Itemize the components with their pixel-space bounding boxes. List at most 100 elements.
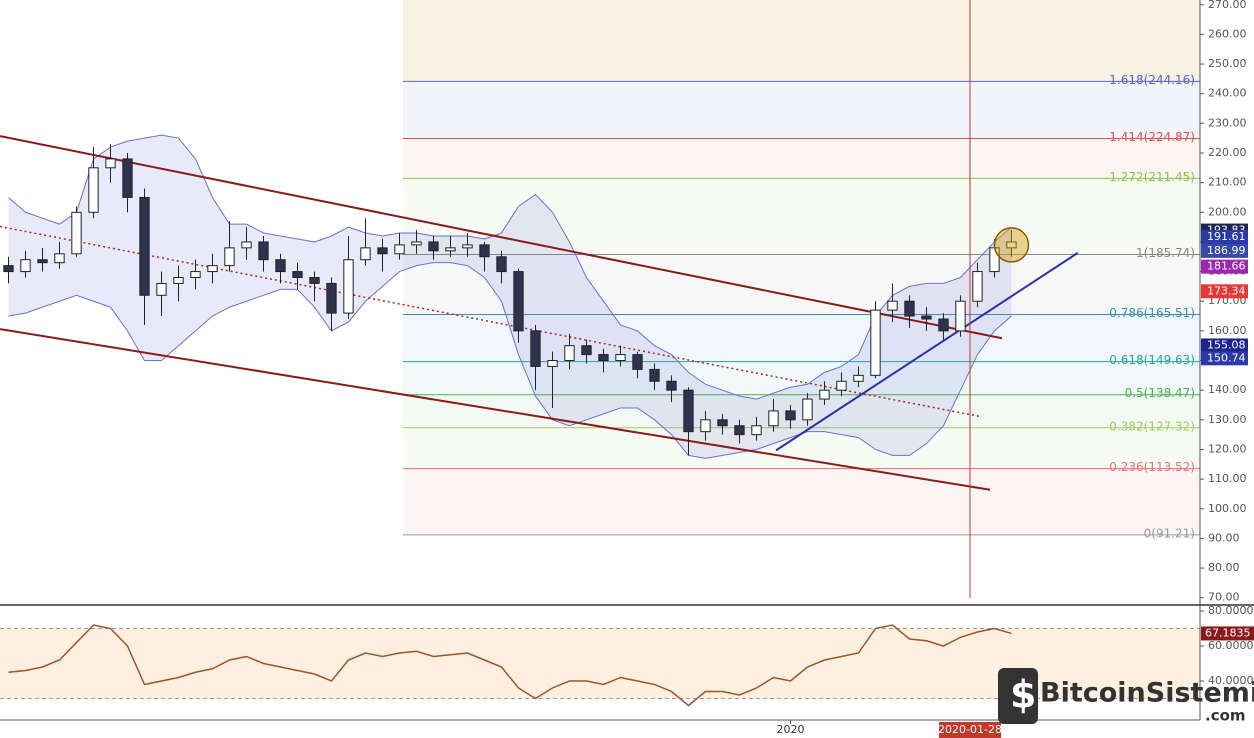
price-tag-label: 181.66 (1207, 260, 1246, 273)
y-tick-label: 220.00 (1208, 146, 1247, 159)
bollinger-lower (8, 262, 1012, 459)
y-tick-label: 160.00 (1208, 324, 1247, 337)
candle-body (275, 259, 286, 273)
rsi-tick-label: 60.0000 (1208, 639, 1254, 652)
y-tick-label: 270.00 (1208, 0, 1247, 11)
candle-body (360, 247, 371, 261)
candle-body (479, 244, 490, 258)
candle-body (173, 277, 184, 284)
price-tag-label: 186.99 (1207, 244, 1246, 257)
candle-body (428, 241, 439, 252)
bollinger-upper (8, 134, 1012, 400)
candle-body (292, 271, 303, 279)
candle-body (258, 241, 269, 261)
rsi-tick-label: 40.0000 (1208, 674, 1254, 687)
y-tick-label: 130.00 (1208, 413, 1247, 426)
candle-body (445, 247, 456, 252)
candle-body (717, 419, 728, 427)
y-tick-label: 210.00 (1208, 176, 1247, 189)
price-tag-label: 173.34 (1207, 284, 1246, 297)
candle-body (207, 265, 218, 273)
candle-body (700, 419, 711, 433)
price-tag (1201, 284, 1248, 299)
price-tag (1201, 338, 1248, 353)
candle-body (496, 256, 507, 273)
crosshair-label: 2020-01-28 (938, 723, 1002, 736)
crosshair-tag (938, 722, 1001, 738)
fib-label: 0.236(113.52) (1109, 460, 1195, 474)
fib-zone (402, 254, 1201, 315)
candle-body (972, 271, 983, 302)
candle-body (411, 241, 422, 246)
candle-body (683, 389, 694, 433)
fib-zone (402, 81, 1201, 139)
y-tick-label: 260.00 (1208, 27, 1247, 40)
candle-body (122, 158, 133, 198)
candle-body (309, 277, 320, 284)
candle-body (870, 309, 881, 376)
fib-label: 1(185.74) (1136, 246, 1195, 260)
candle-body (938, 318, 949, 332)
y-tick-label: 110.00 (1208, 472, 1247, 485)
candle-body (666, 380, 677, 391)
candle-body (819, 389, 830, 400)
candle-body (836, 380, 847, 391)
y-tick-label: 100.00 (1208, 502, 1247, 515)
price-tag-label: 155.08 (1207, 338, 1246, 351)
y-tick-label: 200.00 (1208, 205, 1247, 218)
y-tick-label: 120.00 (1208, 442, 1247, 455)
price-tag (1201, 230, 1248, 245)
trend-line (775, 252, 1079, 452)
price-tag (1201, 259, 1248, 274)
candle-body (887, 300, 898, 311)
candle-body (513, 271, 524, 332)
candle-body (1006, 241, 1017, 249)
watermark: $ BitcoinSistemi .com (998, 668, 1254, 725)
fib-label: 1.414(224.87) (1109, 130, 1195, 144)
trend-line (0, 328, 991, 491)
rsi-line (8, 624, 1012, 707)
candle-body (802, 398, 813, 421)
fib-label: 0.382(127.32) (1109, 419, 1195, 433)
candle-body (547, 360, 558, 367)
price-tag (1201, 351, 1248, 366)
y-tick-label: 230.00 (1208, 116, 1247, 129)
candle-body (530, 330, 541, 367)
highlight-circle (993, 227, 1030, 263)
candle-body (37, 259, 48, 264)
candle-body (751, 425, 762, 436)
candle-body (615, 354, 626, 362)
candle-body (564, 345, 575, 362)
candle-body (156, 282, 167, 296)
y-tick-label: 250.00 (1208, 57, 1247, 70)
candle-body (54, 253, 65, 264)
rsi-tag (1201, 626, 1254, 641)
candle-body (581, 345, 592, 356)
candle-body (462, 244, 473, 249)
candle-body (224, 247, 235, 267)
logo-s: $ (1010, 673, 1036, 717)
candle-body (71, 211, 82, 255)
logo-suffix: .com (1205, 707, 1246, 725)
rsi-tag-label: 67.1835 (1205, 626, 1251, 639)
y-tick-label: 90.00 (1208, 531, 1240, 544)
fib-label: 0(91.21) (1144, 526, 1195, 540)
candle-body (955, 300, 966, 332)
candle-body (632, 354, 643, 370)
candle-body (649, 368, 660, 382)
candle-body (20, 259, 31, 273)
candle-body (394, 244, 405, 255)
candle-body (377, 247, 388, 255)
fib-zone (402, 468, 1201, 535)
trend-line (0, 225, 983, 418)
candle-body (785, 410, 796, 421)
fib-label: 0.5(138.47) (1125, 386, 1195, 400)
candle-body (88, 167, 99, 213)
candle-body (105, 158, 116, 169)
fib-label: 0.786(165.51) (1109, 306, 1195, 320)
candle-body (3, 265, 14, 273)
y-tick-label: 80.00 (1208, 561, 1240, 574)
bollinger-fill (8, 135, 1012, 459)
rsi-tick-label: 80.0000 (1208, 604, 1254, 617)
logo-icon (998, 668, 1038, 724)
